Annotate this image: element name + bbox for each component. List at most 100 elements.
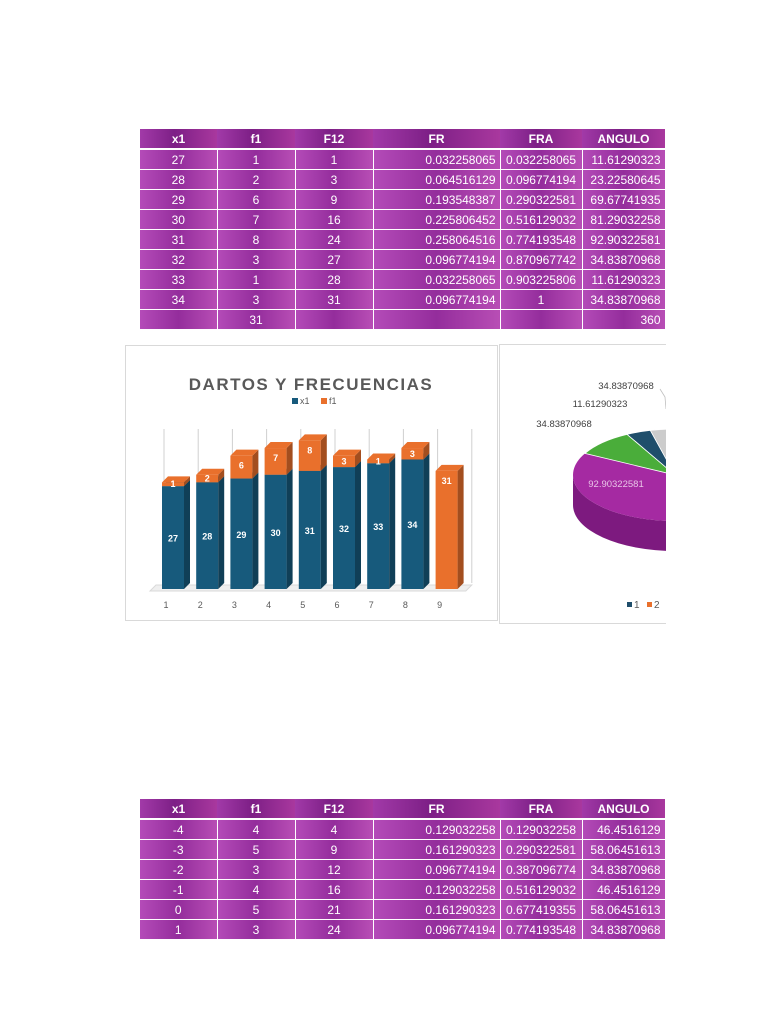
frequency-table-bottom: x1 f1 F12 FR FRA ANGULO -4 4 4 0.129032258 0.1290… xyxy=(140,799,666,940)
legend-swatch xyxy=(647,602,652,607)
x-tick-label: 5 xyxy=(300,600,305,610)
table-cell: 46.4516129 xyxy=(582,879,666,900)
header-row: x1 f1 F12 FR FRA ANGULO xyxy=(140,799,665,820)
column-header: FR xyxy=(373,799,500,820)
bar-f1 xyxy=(333,449,361,468)
table-cell: 0.516129032 xyxy=(500,879,583,900)
table-cell: 0.258064516 xyxy=(373,229,501,250)
table-row: 31 8 24 0.258064516 0.774193548 92.90322581 xyxy=(140,229,666,250)
x-tick-label: 8 xyxy=(403,600,408,610)
column-header: f1 xyxy=(217,129,295,150)
pie-data-label: 34.83870968 xyxy=(598,381,653,392)
table-cell: 29 xyxy=(140,189,218,210)
table-cell: 7 xyxy=(217,209,296,230)
bar-f1 xyxy=(367,453,396,464)
pie-data-label: 34.83870968 xyxy=(536,419,591,430)
bar-x1 xyxy=(333,461,361,589)
table-cell xyxy=(140,309,218,330)
bar-f1 xyxy=(230,449,259,479)
bar-data-label: 28 xyxy=(202,532,212,542)
bar-f1 xyxy=(264,442,293,475)
table-cell: 31 xyxy=(140,229,218,250)
table-cell: 0.032258065 xyxy=(373,149,501,170)
bar-data-label: 1 xyxy=(376,456,381,466)
bar-data-label: 31 xyxy=(305,526,315,536)
table-cell: 31 xyxy=(217,309,296,330)
table-cell: 0.129032258 xyxy=(373,819,501,840)
bar-f1 xyxy=(196,468,225,483)
table-row: 34 3 31 0.096774194 1 34.83870968 xyxy=(140,289,666,310)
bar-x1 xyxy=(367,457,396,589)
table-cell: 0.096774194 xyxy=(373,249,501,270)
table-cell: 0.096774194 xyxy=(373,859,501,880)
legend-label: 1 xyxy=(634,600,640,611)
column-header: x1 xyxy=(140,799,217,820)
column-header: FR xyxy=(373,129,500,150)
table-cell: 1 xyxy=(500,289,583,310)
totals-row: 31 360 xyxy=(140,309,666,330)
bar-f1 xyxy=(162,476,190,487)
bar-data-label: 1 xyxy=(170,479,175,489)
table-row: 0 5 21 0.161290323 0.677419355 58.06451613 xyxy=(140,899,666,920)
table-cell: 3 xyxy=(295,169,374,190)
table-cell: -1 xyxy=(140,879,218,900)
table-cell: 0.129032258 xyxy=(373,879,501,900)
bar-data-label: 32 xyxy=(339,524,349,534)
table-cell: 28 xyxy=(295,269,374,290)
table-cell: 0.774193548 xyxy=(500,919,583,940)
frequency-table-top: x1 f1 F12 FR FRA ANGULO 27 1 1 0.032258065 0.0322… xyxy=(140,129,666,330)
bar-chart: DARTOS Y FRECUENCIAS x1 f1 27 1 1 28 2 2 29 6 3 30 7 4… xyxy=(125,345,498,621)
table-row: 1 3 24 0.096774194 0.774193548 34.83870968 xyxy=(140,919,666,940)
table-cell: 2 xyxy=(217,169,296,190)
table-cell: 31 xyxy=(295,289,374,310)
bar-data-label: 30 xyxy=(271,528,281,538)
table-cell: 69.67741935 xyxy=(582,189,666,210)
column-header: x1 xyxy=(140,129,217,150)
bar-f1 xyxy=(401,442,430,460)
table-cell: 3 xyxy=(217,289,296,310)
x-tick-label: 3 xyxy=(232,600,237,610)
column-header: FRA xyxy=(500,799,582,820)
table-cell: 34.83870968 xyxy=(582,249,666,270)
table-cell: 0.225806452 xyxy=(373,209,501,230)
column-header: F12 xyxy=(295,799,373,820)
leader-line xyxy=(659,388,666,410)
table-row: -2 3 12 0.096774194 0.387096774 34.83870968 xyxy=(140,859,666,880)
table-cell: 3 xyxy=(217,249,296,270)
table-cell: 24 xyxy=(295,229,374,250)
table-cell: 0.870967742 xyxy=(500,249,583,270)
table-cell: 0.032258065 xyxy=(373,269,501,290)
table-cell: 21 xyxy=(295,899,374,920)
column-header: ANGULO xyxy=(582,799,665,820)
bar-data-label: 34 xyxy=(407,520,417,530)
table-cell: 0.193548387 xyxy=(373,189,501,210)
bar-chart-svg: DARTOS Y FRECUENCIAS x1 f1 27 1 1 28 2 2 29 6 3 30 7 4… xyxy=(148,375,474,610)
table-cell: 58.06451613 xyxy=(582,839,666,860)
pie-data-label: 11.61290323 xyxy=(573,399,628,410)
table-cell: 11.61290323 xyxy=(582,149,666,170)
table-cell: 9 xyxy=(295,839,374,860)
table-cell: 5 xyxy=(217,899,296,920)
pie-chart: 34.83870968 11.61290323 34.83870968 92.9032… xyxy=(499,344,666,624)
header-row: x1 f1 F12 FR FRA ANGULO xyxy=(140,129,665,150)
table-cell: 0.516129032 xyxy=(500,209,583,230)
column-header: FRA xyxy=(500,129,582,150)
column-header: ANGULO xyxy=(582,129,665,150)
table-cell: 5 xyxy=(217,839,296,860)
table-row: 30 7 16 0.225806452 0.516129032 81.29032258 xyxy=(140,209,666,230)
table-cell: 34.83870968 xyxy=(582,859,666,880)
table-cell: 28 xyxy=(140,169,218,190)
table-cell: 92.90322581 xyxy=(582,229,666,250)
bar-data-label: 31 xyxy=(442,476,452,486)
bar-data-label: 29 xyxy=(236,530,246,540)
table-cell: 0.161290323 xyxy=(373,839,501,860)
bar-x1 xyxy=(264,468,293,589)
x-tick-label: 2 xyxy=(198,600,203,610)
table-cell: 27 xyxy=(295,249,374,270)
table-cell: 0.096774194 xyxy=(373,919,501,940)
table-row: -4 4 4 0.129032258 0.129032258 46.4516129 xyxy=(140,819,666,840)
table-cell: 24 xyxy=(295,919,374,940)
table-cell: 0.387096774 xyxy=(500,859,583,880)
bar-data-label: 2 xyxy=(205,474,210,484)
table-cell: 46.4516129 xyxy=(582,819,666,840)
